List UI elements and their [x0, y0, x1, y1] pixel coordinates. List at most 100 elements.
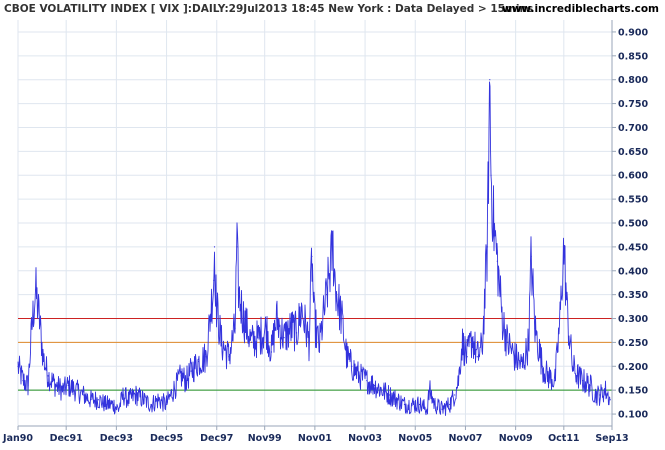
- data-point: [105, 403, 107, 406]
- data-point: [236, 246, 238, 248]
- data-point: [514, 356, 516, 358]
- y-tick-label: 0.700: [618, 123, 648, 134]
- data-point: [481, 346, 483, 348]
- data-point: [42, 356, 44, 358]
- y-tick-label: 0.900: [618, 27, 648, 38]
- data-point: [411, 403, 413, 406]
- data-point: [381, 389, 383, 391]
- data-point: [366, 380, 368, 382]
- data-point: [326, 294, 328, 296]
- y-tick-label: 0.200: [618, 362, 648, 373]
- data-point: [47, 375, 49, 377]
- data-point: [215, 303, 217, 305]
- data-point: [604, 389, 606, 391]
- data-point: [220, 341, 222, 344]
- data-point: [198, 360, 200, 363]
- data-point: [38, 317, 40, 320]
- data-point: [205, 356, 207, 358]
- y-tick-label: 0.600: [618, 171, 648, 182]
- x-tick-label: Oct11: [548, 433, 579, 444]
- data-point: [589, 384, 591, 386]
- data-point: [270, 351, 273, 353]
- data-point: [554, 380, 556, 382]
- data-point: [290, 327, 293, 329]
- site-link[interactable]: www.incrediblecharts.com: [502, 3, 659, 15]
- chart-title: CBOE VOLATILITY INDEX [ VIX ]:DAILY:29Ju…: [4, 3, 534, 15]
- data-point: [609, 399, 611, 401]
- data-point: [295, 332, 298, 334]
- data-point: [373, 384, 375, 386]
- data-point: [22, 380, 24, 382]
- data-point: [117, 408, 119, 410]
- y-tick-label: 0.150: [618, 386, 648, 397]
- x-tick-label: Dec93: [100, 433, 133, 444]
- y-tick-label: 0.500: [618, 219, 648, 230]
- data-point: [489, 79, 491, 81]
- x-tick-label: Nov03: [348, 433, 382, 444]
- x-tick-label: Nov01: [298, 433, 332, 444]
- data-point: [172, 389, 175, 391]
- data-point: [62, 389, 64, 391]
- series-line-vix: [17, 81, 611, 416]
- data-point: [311, 255, 313, 258]
- data-point: [190, 370, 192, 372]
- data-point: [396, 399, 398, 401]
- data-point: [27, 384, 29, 386]
- data-point: [150, 403, 152, 406]
- y-tick-label: 0.450: [618, 242, 648, 253]
- data-point: [546, 375, 549, 377]
- data-point: [17, 365, 19, 367]
- data-point: [582, 380, 584, 382]
- data-point: [572, 365, 574, 367]
- data-point: [336, 294, 338, 296]
- data-point: [528, 341, 530, 344]
- data-point: [358, 375, 360, 377]
- x-tick-label: Dec95: [150, 433, 183, 444]
- axis-layer: 0.100 0.150 0.200 0.250 0.300 0.350 0.400 0.450…: [2, 20, 648, 444]
- data-point: [566, 317, 569, 320]
- data-point: [97, 399, 99, 401]
- data-point: [457, 380, 460, 382]
- data-point: [492, 222, 495, 224]
- data-point: [471, 337, 473, 339]
- data-point: [318, 346, 320, 348]
- data-point: [180, 375, 182, 377]
- data-point: [213, 279, 215, 281]
- y-tick-label: 0.550: [618, 195, 648, 206]
- data-point: [122, 394, 124, 396]
- data-point: [506, 341, 508, 344]
- data-point: [275, 317, 278, 320]
- y-tick-label: 0.750: [618, 99, 648, 110]
- data-point: [135, 394, 137, 396]
- data-point: [351, 365, 353, 367]
- y-tick-label: 0.400: [618, 266, 648, 277]
- data-point: [530, 255, 532, 258]
- data-point: [31, 327, 33, 329]
- data-point: [577, 375, 579, 377]
- x-tick-label: Nov07: [448, 433, 482, 444]
- y-tick-label: 0.300: [618, 314, 648, 325]
- data-point: [332, 246, 334, 248]
- data-point: [486, 246, 488, 248]
- y-tick-label: 0.100: [618, 410, 648, 421]
- data-point: [112, 403, 114, 406]
- data-point: [563, 246, 565, 248]
- data-point: [403, 403, 406, 406]
- data-point: [127, 399, 130, 401]
- data-point: [250, 341, 252, 344]
- y-tick-label: 0.350: [618, 290, 648, 301]
- data-point: [541, 365, 544, 367]
- x-tick-label: Nov99: [248, 433, 282, 444]
- data-point: [258, 337, 260, 339]
- data-point: [157, 399, 160, 401]
- series-layer: [17, 79, 611, 416]
- data-point: [418, 403, 421, 406]
- x-tick-label: Nov09: [499, 433, 533, 444]
- data-point: [501, 317, 503, 320]
- data-point: [82, 394, 84, 396]
- data-point: [165, 403, 167, 406]
- data-point: [490, 174, 492, 176]
- data-point: [466, 356, 468, 358]
